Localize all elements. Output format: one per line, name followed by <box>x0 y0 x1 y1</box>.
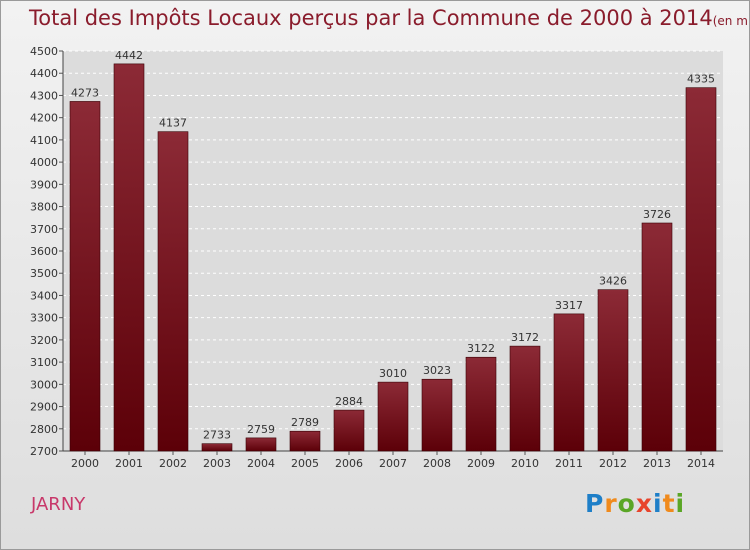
y-tick-label: 4500 <box>30 45 58 58</box>
data-label: 4335 <box>687 73 715 86</box>
data-label: 3122 <box>467 342 495 355</box>
y-tick-label: 4400 <box>30 67 58 80</box>
x-tick-label: 2010 <box>511 457 539 470</box>
data-label: 3010 <box>379 367 407 380</box>
y-tick-label: 4100 <box>30 134 58 147</box>
y-tick-label: 2800 <box>30 423 58 436</box>
data-label: 2884 <box>335 395 363 408</box>
y-tick-label: 3600 <box>30 245 58 258</box>
data-label: 3172 <box>511 331 539 344</box>
x-tick-label: 2014 <box>687 457 715 470</box>
bar <box>465 356 497 452</box>
x-tick-label: 2001 <box>115 457 143 470</box>
y-tick-label: 4000 <box>30 156 58 169</box>
x-tick-label: 2013 <box>643 457 671 470</box>
y-tick-label: 3500 <box>30 267 58 280</box>
y-tick-label: 2900 <box>30 401 58 414</box>
proxiti-logo: Proxiti <box>585 489 685 518</box>
y-tick-label: 3200 <box>30 334 58 347</box>
data-label: 3023 <box>423 364 451 377</box>
y-tick-label: 4300 <box>30 89 58 102</box>
bar <box>289 430 321 452</box>
logo-letter: t <box>662 489 676 518</box>
x-tick-label: 2011 <box>555 457 583 470</box>
x-tick-label: 2000 <box>71 457 99 470</box>
bar <box>201 443 233 452</box>
bar <box>377 381 409 452</box>
y-tick-label: 3000 <box>30 378 58 391</box>
logo-letter: x <box>635 489 653 518</box>
data-label: 3726 <box>643 208 671 221</box>
x-tick-label: 2012 <box>599 457 627 470</box>
x-tick-label: 2009 <box>467 457 495 470</box>
logo-letter: r <box>604 489 618 518</box>
bar <box>245 437 277 452</box>
data-label: 4273 <box>71 86 99 99</box>
y-tick-label: 3900 <box>30 178 58 191</box>
bar <box>641 222 673 452</box>
chart-title: Total des Impôts Locaux perçus par la Co… <box>29 6 750 30</box>
x-tick-label: 2002 <box>159 457 187 470</box>
bar <box>157 131 189 452</box>
data-label: 3426 <box>599 275 627 288</box>
y-tick-label: 3700 <box>30 223 58 236</box>
chart-title-main: Total des Impôts Locaux perçus par la Co… <box>29 6 713 30</box>
y-tick-label: 3400 <box>30 289 58 302</box>
data-label: 4442 <box>115 49 143 62</box>
data-label: 2733 <box>203 429 231 442</box>
bar <box>69 101 101 452</box>
x-tick-label: 2006 <box>335 457 363 470</box>
x-tick-label: 2005 <box>291 457 319 470</box>
data-label: 2759 <box>247 423 275 436</box>
logo-letter: i <box>653 489 663 518</box>
y-tick-label: 4200 <box>30 112 58 125</box>
bar <box>421 378 453 452</box>
x-tick-label: 2007 <box>379 457 407 470</box>
bar <box>113 63 145 452</box>
bar <box>553 313 585 452</box>
x-tick-label: 2004 <box>247 457 275 470</box>
logo-letter: P <box>585 489 605 518</box>
y-tick-label: 2700 <box>30 445 58 458</box>
bar <box>509 345 541 452</box>
y-tick-label: 3300 <box>30 312 58 325</box>
data-label: 2789 <box>291 416 319 429</box>
logo-letter: o <box>617 489 636 518</box>
commune-name: JARNY <box>31 494 86 515</box>
y-tick-label: 3100 <box>30 356 58 369</box>
x-tick-label: 2003 <box>203 457 231 470</box>
data-label: 4137 <box>159 117 187 130</box>
bar <box>597 289 629 452</box>
logo-letter: i <box>675 489 686 518</box>
chart-title-unit: (en milliers d'€) <box>712 14 750 28</box>
bar <box>333 409 365 452</box>
y-tick-label: 3800 <box>30 201 58 214</box>
data-label: 3317 <box>555 299 583 312</box>
bar <box>685 87 717 452</box>
x-tick-label: 2008 <box>423 457 451 470</box>
